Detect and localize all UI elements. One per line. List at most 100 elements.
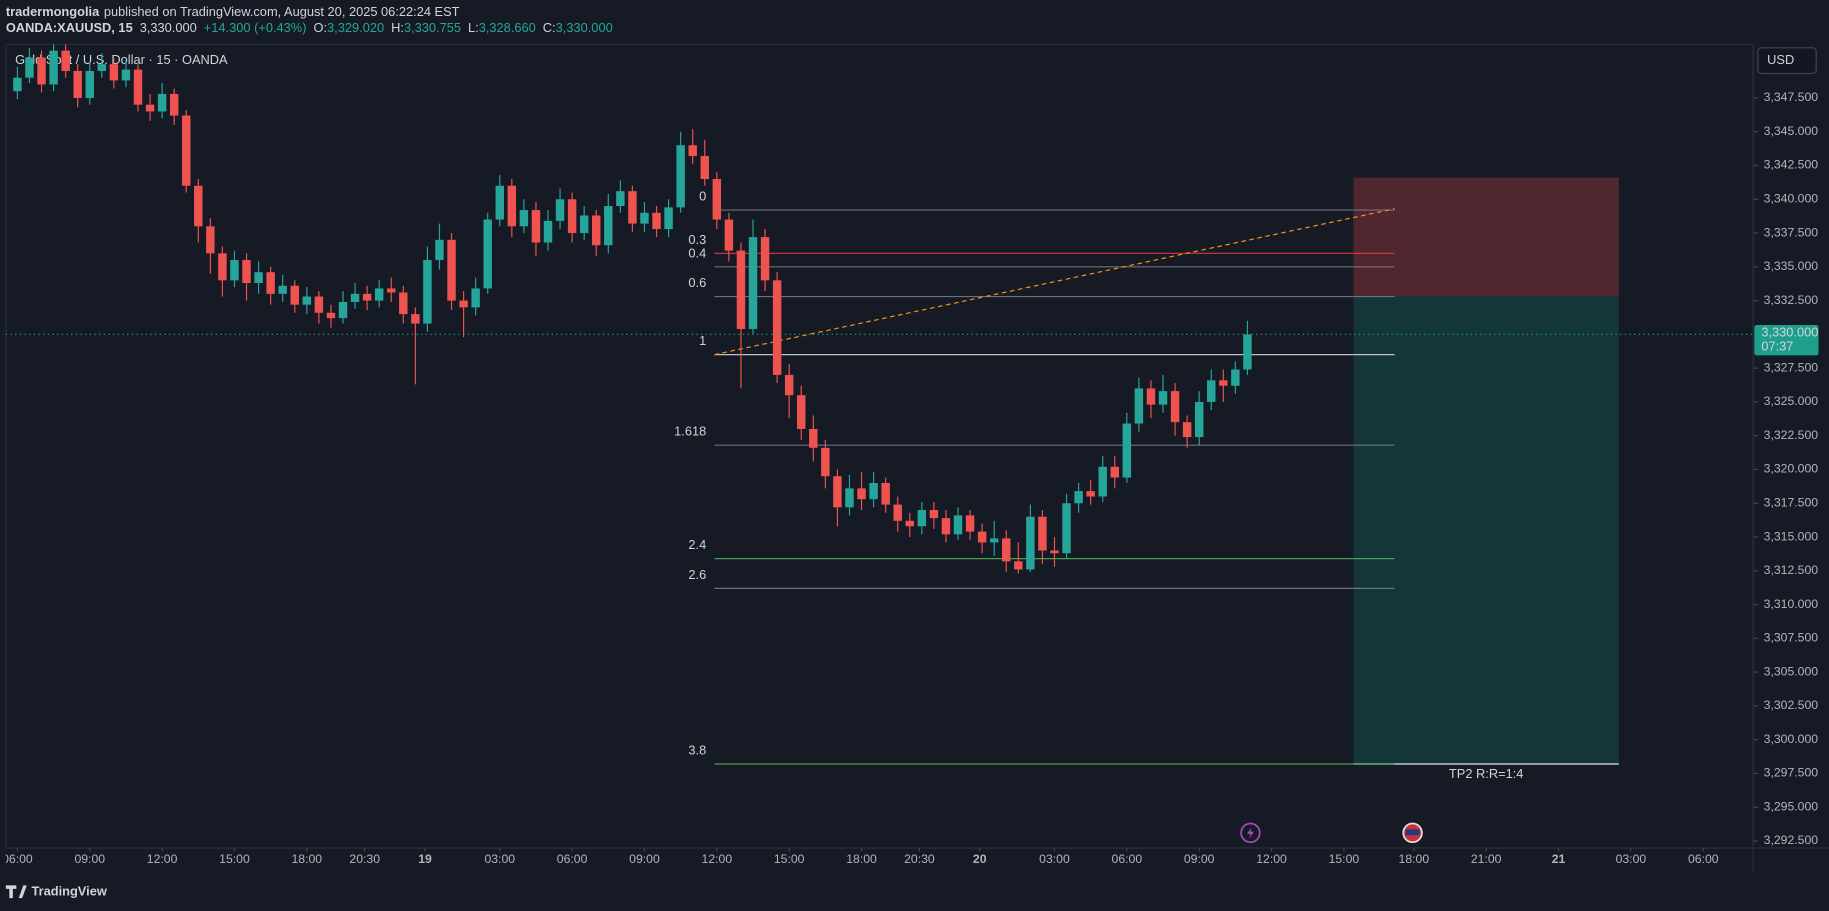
candle-body (929, 510, 939, 519)
candle-body (1231, 369, 1240, 386)
y-tick-label: 3,300.000 (1764, 732, 1819, 746)
candle-body (1134, 388, 1144, 424)
candle-body (567, 199, 577, 234)
candle-body (1219, 380, 1228, 386)
x-tick-label: 06:00 (2, 852, 33, 866)
candle-body (121, 69, 131, 81)
candle-body (640, 212, 649, 224)
candle-body (97, 64, 107, 71)
x-tick-label: 12:00 (702, 852, 733, 866)
y-tick-label: 3,295.000 (1764, 799, 1819, 813)
fib-label: 0 (699, 189, 706, 204)
candle-body (857, 488, 866, 500)
candle-body (1194, 401, 1204, 438)
ohlc-value: 3,328.660 (479, 21, 536, 36)
candle-body (206, 226, 215, 254)
currency[interactable]: USD (1767, 52, 1794, 67)
candle-body (965, 515, 975, 532)
y-tick-label: 3,322.500 (1764, 428, 1819, 442)
x-tick-label: 18:00 (846, 852, 877, 866)
candle-body (423, 260, 432, 324)
candle-body (73, 70, 82, 98)
candle-body (25, 57, 34, 78)
candle-body (664, 207, 673, 230)
candle-body (519, 210, 529, 227)
symbol-line: OANDA:XAUUSD, 15 3,330.000 +14.300 (+0.43%… (6, 21, 613, 36)
candle-body (1207, 380, 1216, 402)
candle-body (845, 488, 854, 508)
candle-body (266, 272, 275, 294)
candle-body (579, 215, 589, 234)
ohlc-label: O: (313, 21, 327, 36)
stop-zone (1353, 177, 1619, 297)
candle-body (194, 185, 203, 227)
x-tick-label: 19 (418, 852, 432, 866)
candle-body (1026, 516, 1035, 570)
candle-body (459, 300, 468, 308)
candle-body (471, 288, 480, 308)
candle-body (1050, 550, 1059, 554)
chart-title: Gold Spot / U.S. Dollar · 15 · OANDA (15, 52, 228, 67)
event-icon[interactable] (1240, 822, 1261, 844)
x-tick-label: 21 (1552, 852, 1566, 866)
candle-body (833, 476, 842, 508)
candle-body (760, 237, 770, 281)
candle-body (652, 212, 661, 230)
candle-body (736, 250, 746, 329)
ohlc-label: L: (468, 21, 479, 36)
y-tick-label: 3,325.000 (1764, 394, 1819, 408)
plot: TP2 R:R=1:4 0 0.30.4 0.6 1 1.618 2.4 2.6 3.8 (5, 44, 1754, 781)
candle-body (507, 185, 517, 227)
ohlc-label: C: (543, 21, 556, 36)
candle-body (49, 50, 58, 85)
candle-body (254, 272, 263, 284)
y-tick-label: 3,310.000 (1764, 597, 1819, 611)
time-axis: 06:00 09:00 12:00 15:00 18:00 20:30 19 03:00 06:… (2, 848, 1719, 866)
x-tick-label: 03:00 (1616, 852, 1647, 866)
x-tick-label: 09:00 (1184, 852, 1215, 866)
candle-body (628, 191, 637, 224)
fib-label: 2.4 (688, 537, 706, 552)
candle-body (881, 482, 890, 505)
x-tick-label: 03:00 (1039, 852, 1070, 866)
candle-body (809, 428, 818, 448)
currency-button[interactable] (1757, 47, 1817, 75)
y-tick-label: 3,337.500 (1764, 225, 1819, 239)
fib-label: 2.6 (688, 567, 706, 582)
x-tick-label: 20:30 (904, 852, 935, 866)
candle-body (37, 57, 46, 85)
y-tick-label: 3,315.000 (1764, 529, 1819, 543)
candle-body (411, 314, 420, 324)
x-tick-label: 21:00 (1471, 852, 1502, 866)
candle-body (182, 115, 191, 186)
y-tick-label: 3,347.500 (1764, 90, 1819, 104)
countdown: 07:37 (1761, 339, 1793, 354)
candle-body (399, 292, 408, 315)
x-tick-label: 12:00 (1256, 852, 1287, 866)
candle-body (784, 374, 794, 396)
y-tick-label: 3,312.500 (1764, 563, 1819, 577)
candle-body (1074, 491, 1083, 504)
candle-body (133, 69, 143, 105)
target-zone (1353, 296, 1619, 764)
y-tick-label: 3,340.000 (1764, 192, 1819, 206)
last: 3,330.000 (140, 21, 197, 36)
ohlc-label: H: (391, 21, 404, 36)
candle-body (712, 179, 722, 220)
y-tick-label: 3,327.500 (1764, 360, 1819, 374)
candle-body (1110, 466, 1119, 478)
candle-body (1002, 538, 1011, 562)
candle-body (977, 531, 987, 543)
x-tick-label: 06:00 (1112, 852, 1143, 866)
x-tick-label: 12:00 (147, 852, 178, 866)
candle-body (688, 145, 697, 157)
overlay: 3,292.500 3,295.000 3,297.500 3,300.000 3,30… (1753, 90, 1819, 847)
fib-label: 0.4 (688, 245, 706, 260)
candle-body (1182, 422, 1192, 438)
last-price-box (1754, 325, 1819, 356)
x-tick-label: 06:00 (557, 852, 588, 866)
brand: TradingView (5, 884, 107, 899)
fib-label: 1.618 (674, 424, 706, 439)
candle-body (362, 293, 372, 301)
candle-body (893, 504, 902, 521)
